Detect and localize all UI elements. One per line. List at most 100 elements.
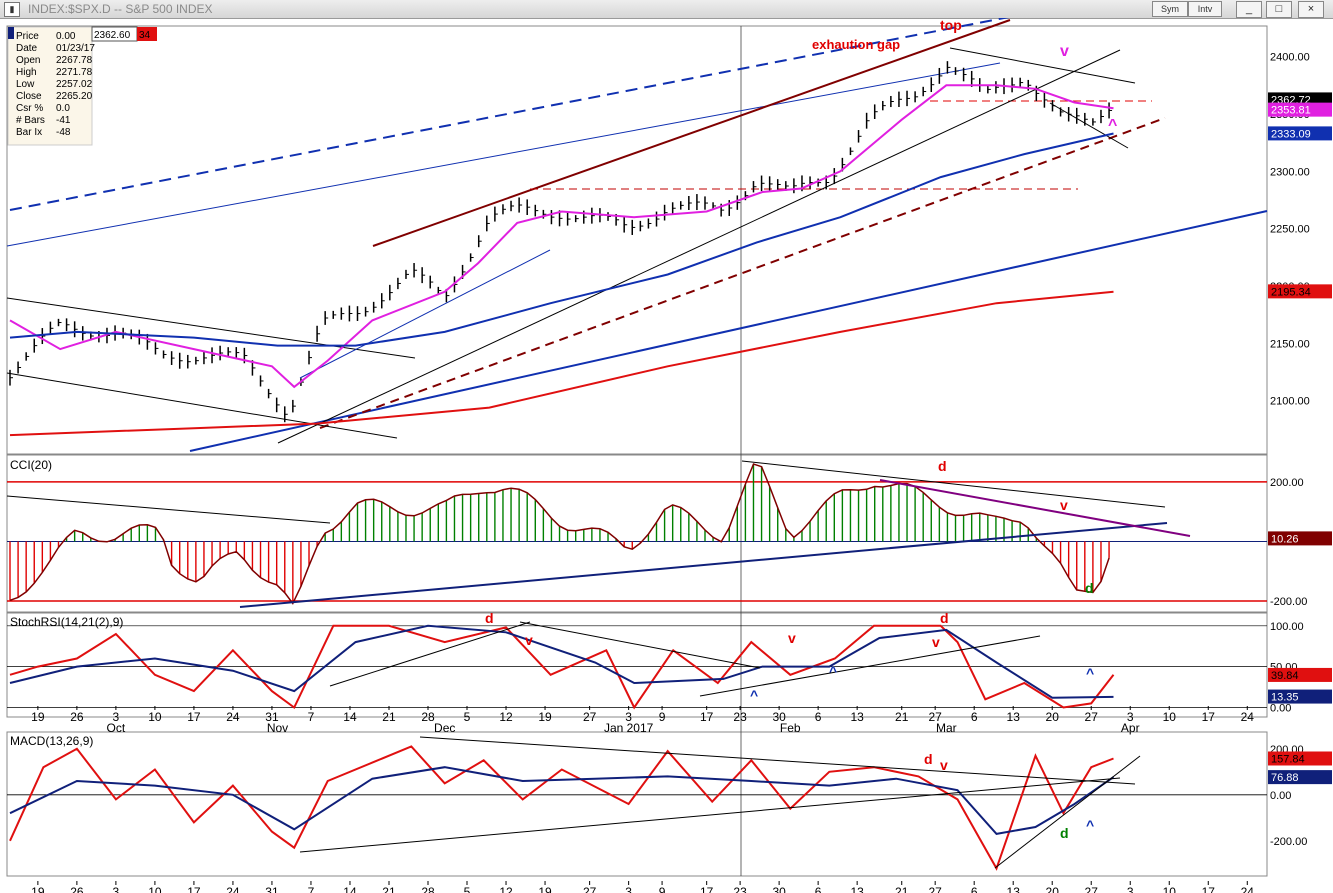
cci-trendline-black-2: [6, 495, 331, 524]
macd-signal-last-value: 76.88: [1271, 772, 1299, 784]
cci-panel[interactable]: [6, 454, 1268, 613]
annotation-stoch-d2: d: [940, 610, 949, 626]
info-label: Low: [16, 79, 35, 90]
x-tick-label-bottom: 7: [308, 885, 315, 893]
price-last-value: 2333.09: [1271, 128, 1311, 140]
x-tick-label-mid: 21: [895, 710, 909, 724]
cci-trendline-purple: [879, 479, 1191, 537]
x-tick-label-mid: 3: [113, 710, 120, 724]
annotation-stoch-caret1: ^: [750, 687, 758, 703]
macd-macd-line: [9, 745, 1114, 871]
stoch-trendline-1: [329, 621, 531, 687]
stochrsi-panel[interactable]: [6, 612, 1268, 718]
x-tick-label-bottom: 28: [421, 885, 435, 893]
x-tick-label-mid: 23: [733, 710, 747, 724]
annotation-exhaustion-gap: exhaution gap: [812, 37, 900, 52]
price-y-tick: 2400.00: [1270, 52, 1310, 64]
macd-signal-last-value-bg: [1268, 770, 1332, 785]
price-last-value-bg: [1268, 102, 1332, 117]
cursor-change-box: [137, 27, 157, 41]
info-label: Date: [16, 43, 38, 54]
macd-series-layer: [7, 736, 1267, 871]
x-tick-label-bottom: 14: [343, 885, 357, 893]
sym-button[interactable]: Sym: [1152, 1, 1188, 17]
info-label: Price: [16, 31, 39, 42]
x-tick-label-bottom: 3: [113, 885, 120, 893]
stoch-signal-last-value: 13.35: [1271, 692, 1299, 704]
black-trendline-4: [949, 47, 1136, 84]
annotation-price-caret: ^: [1108, 117, 1117, 134]
macd-y-tick: -200.00: [1270, 836, 1307, 848]
price-y-tick: 2250.00: [1270, 224, 1310, 236]
info-value: 2271.78: [56, 67, 93, 78]
x-month-label: Dec: [434, 721, 455, 735]
x-tick-label-mid: 19: [31, 710, 45, 724]
restore-button[interactable]: □: [1266, 1, 1292, 18]
info-label: Bar Ix: [16, 127, 42, 138]
x-tick-label-bottom: 24: [1241, 885, 1255, 893]
stoch-last-value-bg: [1268, 667, 1332, 682]
stoch-trendline-3: [699, 635, 1041, 697]
axis-layer: 2100.002150.002200.002250.002300.002350.…: [31, 52, 1332, 893]
price-last-value: 2195.34: [1271, 286, 1311, 298]
stoch-y-tick: 100.00: [1270, 621, 1304, 633]
chart-app-icon: ▮: [4, 2, 20, 17]
macd-trendline-3: [994, 755, 1141, 869]
macd-panel[interactable]: [6, 731, 1268, 877]
cci-last-value-bg: [1268, 531, 1332, 546]
cci-title: CCI(20): [10, 458, 52, 472]
black-trendline-2: [6, 372, 398, 439]
close-button[interactable]: ×: [1298, 1, 1324, 18]
annotation-macd-d2: d: [1060, 825, 1069, 841]
x-tick-label-mid: 27: [928, 710, 942, 724]
annotation-stoch-caret3: ^: [1086, 665, 1094, 681]
black-trendline-1: [6, 297, 416, 359]
x-tick-label-bottom: 17: [187, 885, 201, 893]
x-tick-label-mid: 31: [265, 710, 279, 724]
title-bar[interactable]: ▮ INDEX:$SPX.D -- S&P 500 INDEX Sym Intv…: [0, 0, 1333, 19]
price-ma-long-line: [9, 290, 1114, 437]
price-panel[interactable]: [6, 25, 1268, 455]
x-tick-label-mid: 13: [1007, 710, 1021, 724]
intv-button[interactable]: Intv: [1188, 1, 1222, 17]
cci-trendline-black: [741, 460, 1166, 508]
annotation-macd-caret: ^: [1086, 817, 1094, 833]
x-tick-label-mid: 20: [1046, 710, 1060, 724]
x-tick-label-mid: 10: [148, 710, 162, 724]
annotation-top: top: [940, 18, 962, 33]
price-y-tick: 2150.00: [1270, 338, 1310, 350]
minimize-button[interactable]: _: [1236, 1, 1262, 18]
chart-canvas[interactable]: 2100.002150.002200.002250.002300.002350.…: [0, 18, 1333, 893]
stoch-trendline-2: [519, 621, 761, 669]
info-label: High: [16, 67, 37, 78]
stoch-y-tick: 0.00: [1270, 702, 1291, 714]
dashed-red-trendline: [319, 117, 1166, 429]
x-tick-label-bottom: 19: [538, 885, 552, 893]
cci-series-layer: [6, 460, 1267, 608]
info-label: # Bars: [16, 115, 45, 126]
x-tick-label-mid: 3: [1127, 710, 1134, 724]
annotation-stoch-d1: d: [485, 610, 494, 626]
x-tick-label-mid: 9: [659, 710, 666, 724]
x-tick-label-bottom: 10: [1163, 885, 1177, 893]
x-tick-label-mid: 17: [700, 710, 714, 724]
stoch-signal-last-value-bg: [1268, 689, 1332, 704]
cursor-price: 2362.60: [94, 30, 131, 41]
price-y-tick: 2100.00: [1270, 396, 1310, 408]
info-value: 0.0: [56, 103, 70, 114]
macd-title: MACD(13,26,9): [10, 734, 93, 748]
x-tick-label-bottom: 17: [1202, 885, 1216, 893]
x-month-label: Apr: [1121, 721, 1140, 735]
stochrsi-series-layer: [7, 621, 1267, 710]
x-tick-label-mid: 14: [343, 710, 357, 724]
x-tick-label-mid: 27: [583, 710, 597, 724]
info-label: Open: [16, 55, 40, 66]
x-tick-label-mid: 7: [308, 710, 315, 724]
x-tick-label-mid: 26: [70, 710, 84, 724]
info-label: Close: [16, 91, 42, 102]
window-title: INDEX:$SPX.D -- S&P 500 INDEX: [28, 2, 213, 16]
info-value: 2267.78: [56, 55, 93, 66]
x-tick-label-bottom: 6: [815, 885, 822, 893]
cci-y-tick: -200.00: [1270, 596, 1307, 608]
